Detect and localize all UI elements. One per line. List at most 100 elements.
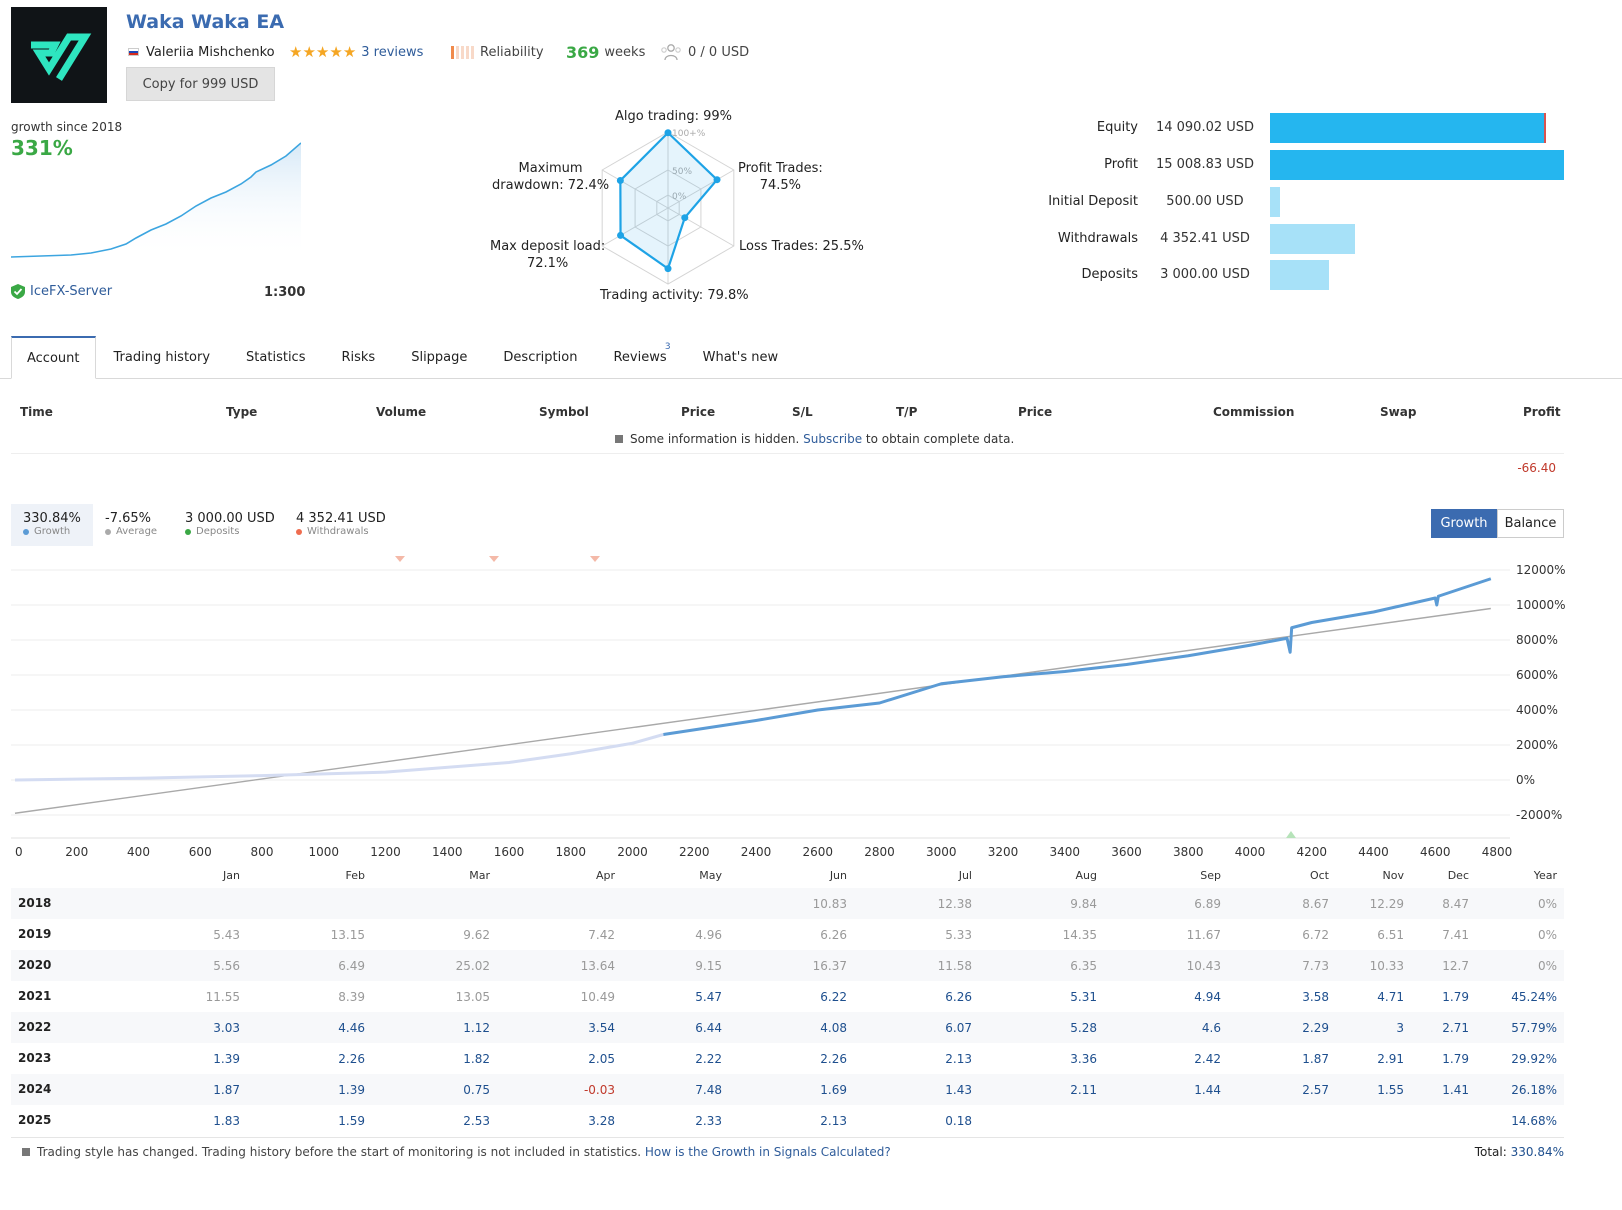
- month-cell: 2.53: [463, 1114, 490, 1128]
- month-cell: 6.89: [1194, 897, 1221, 911]
- author-name[interactable]: Valeriia Mishchenko: [146, 44, 275, 60]
- year-label: 2018: [18, 896, 52, 910]
- radar-axis: [601, 169, 669, 209]
- month-cell: 2.57: [1302, 1083, 1329, 1097]
- month-cell: 0.18: [945, 1114, 972, 1128]
- col-close-price: Price: [1018, 405, 1053, 419]
- month-cell: 8.67: [1302, 897, 1329, 911]
- leverage: 1:300: [264, 285, 306, 300]
- subscribers-icon: [661, 44, 681, 61]
- radar-chart: 100+% 50% 0% Algo trading: 99% Profit Trad…: [480, 100, 864, 310]
- x-tick-label: 3000: [926, 845, 957, 859]
- tab-slippage[interactable]: Slippage: [393, 336, 485, 379]
- x-tick-label: 3400: [1049, 845, 1080, 859]
- subscribe-link[interactable]: Subscribe: [803, 432, 863, 446]
- withdrawal-marker[interactable]: [395, 556, 405, 562]
- signal-title[interactable]: Waka Waka EA: [126, 11, 285, 33]
- x-tick-label: 800: [251, 845, 274, 859]
- info-icon: [615, 435, 623, 443]
- x-tick-label: 1400: [432, 845, 463, 859]
- tab-statistics[interactable]: Statistics: [228, 336, 323, 379]
- summary-deposits[interactable]: 3 000.00 USD Deposits: [173, 504, 287, 546]
- reviews-link[interactable]: 3 reviews: [361, 44, 424, 60]
- growth-calculation-link[interactable]: How is the Growth in Signals Calculated?: [644, 1145, 891, 1159]
- year-total-cell: 14.68%: [1511, 1114, 1557, 1128]
- finance-bar: [1270, 260, 1329, 290]
- server-name[interactable]: IceFX-Server: [30, 284, 113, 299]
- month-header: Aug: [1075, 869, 1097, 882]
- year-label: 2019: [18, 927, 52, 941]
- tab-label: Trading history: [113, 350, 211, 365]
- x-tick-label: 200: [65, 845, 88, 859]
- copy-button[interactable]: Copy for 999 USD: [126, 67, 275, 101]
- x-tick-label: 400: [127, 845, 150, 859]
- tab-account[interactable]: Account: [11, 336, 96, 379]
- summary-growth[interactable]: 330.84% Growth: [11, 504, 93, 546]
- y-tick-label: -2000%: [1516, 808, 1562, 822]
- checkmark-logo-icon: [31, 33, 92, 81]
- month-cell: 1.79: [1442, 1052, 1469, 1066]
- summary-withdrawals[interactable]: 4 352.41 USD Withdrawals: [284, 504, 398, 546]
- table-row: 2025 1.83 1.59 2.53 3.28 2.33 2.13 0.18 14.68%: [11, 1105, 1564, 1136]
- radar-axis: [667, 207, 735, 247]
- withdrawal-marker[interactable]: [590, 556, 600, 562]
- tab-reviews[interactable]: Reviews 3: [595, 336, 684, 379]
- month-cell: -0.03: [583, 1083, 615, 1097]
- month-cell: 1.44: [1194, 1083, 1221, 1097]
- withdrawal-marker[interactable]: [489, 556, 499, 562]
- x-tick-label: 3800: [1173, 845, 1204, 859]
- month-cell: 1.39: [338, 1083, 365, 1097]
- radar-point: [681, 214, 689, 222]
- year-total-cell: 29.92%: [1511, 1052, 1557, 1066]
- tab-whats-new[interactable]: What's new: [685, 336, 797, 379]
- table-row: 2021 11.55 8.39 13.05 10.49 5.47 6.22 6.26 5.31 4…: [11, 981, 1564, 1012]
- balance-toggle-button[interactable]: Balance: [1497, 509, 1564, 538]
- month-cell: 2.71: [1442, 1021, 1469, 1035]
- tab-description[interactable]: Description: [485, 336, 595, 379]
- month-cell: 0.75: [463, 1083, 490, 1097]
- table-row: 2023 1.39 2.26 1.82 2.05 2.22 2.26 2.13 3.36 2.42…: [11, 1043, 1564, 1074]
- total-profit: -66.40: [1517, 461, 1556, 475]
- month-header: Mar: [469, 869, 490, 882]
- month-header: Sep: [1200, 869, 1221, 882]
- summary-average[interactable]: -7.65% Average: [93, 504, 169, 546]
- month-cell: 5.28: [1070, 1021, 1097, 1035]
- month-header: Jan: [223, 869, 240, 882]
- col-price: Price: [681, 405, 716, 419]
- table-row: 2022 3.03 4.46 1.12 3.54 6.44 4.08 6.07 5.28 4.6 2…: [11, 1012, 1564, 1043]
- x-tick-label: 2800: [864, 845, 895, 859]
- summary-growth-label: Growth: [34, 526, 71, 537]
- total-label: Total:: [1474, 1145, 1507, 1159]
- dot-icon: [296, 528, 302, 535]
- russia-flag-icon: [128, 48, 139, 56]
- radar-label-drawdown-title: Maximum: [518, 161, 583, 176]
- year-total-cell: 57.79%: [1511, 1021, 1557, 1035]
- growth-toggle-button[interactable]: Growth: [1431, 509, 1497, 538]
- subscribers: 0 / 0 USD: [660, 43, 749, 61]
- radar-label-profit-trades-value: 74.5%: [759, 178, 802, 193]
- tab-trading-history[interactable]: Trading history: [96, 336, 229, 379]
- year-label: 2020: [18, 958, 52, 972]
- month-cell: 11.58: [937, 959, 972, 973]
- x-tick-label: 4600: [1420, 845, 1451, 859]
- radar-label-deposit-load-title: Max deposit load:: [490, 239, 606, 254]
- radar-point: [664, 129, 672, 137]
- server[interactable]: IceFX-Server: [11, 284, 112, 299]
- radar-label-deposit-load: Max deposit load: 72.1%: [490, 238, 605, 272]
- growth-line: [663, 577, 1492, 736]
- deposit-marker[interactable]: [1286, 831, 1296, 838]
- month-cell: 7.73: [1302, 959, 1329, 973]
- year-total-cell: 45.24%: [1511, 990, 1557, 1004]
- reliability-bar: [471, 45, 474, 59]
- month-cell: 4.94: [1194, 990, 1221, 1004]
- month-cell: 10.43: [1186, 959, 1221, 973]
- year-total-cell: 26.18%: [1511, 1083, 1557, 1097]
- author[interactable]: Valeriia Mishchenko: [128, 43, 275, 61]
- year-label: 2024: [18, 1082, 52, 1096]
- y-tick-label: 8000%: [1516, 633, 1558, 647]
- month-header: Year: [1533, 869, 1557, 882]
- month-header: Nov: [1382, 869, 1404, 882]
- tab-risks[interactable]: Risks: [323, 336, 393, 379]
- month-cell: 5.56: [213, 959, 240, 973]
- radar-label-drawdown: Maximum drawdown: 72.4%: [492, 160, 609, 194]
